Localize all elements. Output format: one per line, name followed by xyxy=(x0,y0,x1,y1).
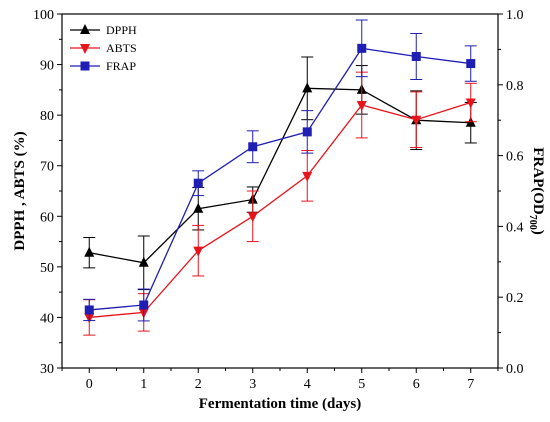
x-tick-label: 6 xyxy=(413,377,420,392)
line-dpph xyxy=(89,87,471,264)
y-left-tick-label: 30 xyxy=(40,362,54,377)
series-layer xyxy=(83,19,477,336)
x-axis-label: Fermentation time (days) xyxy=(199,396,361,412)
y-axis-left-label: DPPH , ABTS (%) xyxy=(12,131,28,250)
point-frap xyxy=(84,305,94,315)
point-frap xyxy=(357,43,367,53)
y-left-tick-label: 80 xyxy=(40,109,54,124)
point-dpph xyxy=(193,202,204,213)
y-left-tick-label: 40 xyxy=(40,311,54,326)
point-abts xyxy=(411,115,422,126)
legend-marker-abts xyxy=(80,44,90,54)
y-right-tick-label: 0.8 xyxy=(506,79,524,94)
y-right-tick-label: 0.2 xyxy=(506,291,524,306)
y-left-tick-label: 90 xyxy=(40,59,54,74)
point-abts xyxy=(193,246,204,257)
x-tick-label: 7 xyxy=(467,377,474,392)
y-right-tick-label: 1.0 xyxy=(506,8,524,23)
y-right-tick-label: 0.0 xyxy=(506,362,524,377)
legend-label-dpph: DPPH xyxy=(106,23,137,37)
point-dpph xyxy=(138,256,149,267)
x-tick-label: 2 xyxy=(195,377,202,392)
point-abts xyxy=(302,171,313,182)
line-frap xyxy=(89,47,471,311)
series-frap xyxy=(83,19,477,322)
series-abts xyxy=(83,71,477,336)
legend-marker-dpph xyxy=(80,24,90,34)
point-abts xyxy=(356,101,367,112)
y-axis-right-label-main: FRAP(OD xyxy=(530,147,546,215)
point-frap xyxy=(248,142,258,152)
legend-label-frap: FRAP xyxy=(106,59,136,73)
line-abts xyxy=(89,101,471,319)
y-axis-right-label: FRAP(OD700) xyxy=(527,147,546,235)
point-frap xyxy=(139,300,149,310)
y-right-tick-label: 0.6 xyxy=(506,150,524,165)
x-tick-label: 5 xyxy=(358,377,365,392)
y-left-tick-label: 60 xyxy=(40,210,54,225)
y-axis-right-label-close: ) xyxy=(530,230,546,235)
x-tick-label: 3 xyxy=(249,377,256,392)
point-frap xyxy=(193,178,203,188)
y-axis-right-label-sub: 700 xyxy=(527,215,538,230)
point-dpph xyxy=(84,246,95,257)
y-left-tick-label: 70 xyxy=(40,160,54,175)
x-tick-label: 4 xyxy=(304,377,311,392)
point-frap xyxy=(466,59,476,69)
point-frap xyxy=(411,51,421,61)
x-tick-label: 1 xyxy=(140,377,147,392)
y-left-tick-label: 50 xyxy=(40,261,54,276)
legend-label-abts: ABTS xyxy=(106,41,137,55)
axis-ticks: 0 1 2 3 4 5 6 7 30 40 50 60 70 80 90 100 0.0 0.2 0.4 0.6 0.8… xyxy=(33,8,524,392)
legend-marker-frap xyxy=(80,61,90,71)
x-tick-label: 0 xyxy=(86,377,93,392)
point-abts xyxy=(465,98,476,109)
point-frap xyxy=(302,127,312,137)
y-right-tick-label: 0.4 xyxy=(506,220,524,235)
point-dpph xyxy=(302,82,313,93)
legend: DPPH ABTS FRAP xyxy=(70,23,137,73)
point-abts xyxy=(247,212,258,223)
y-left-tick-label: 100 xyxy=(33,8,54,23)
